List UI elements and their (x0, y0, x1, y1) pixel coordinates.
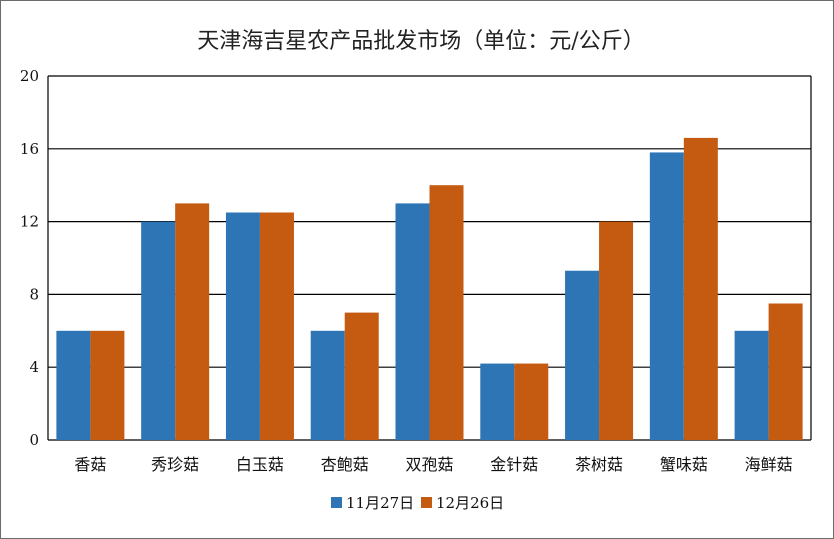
y-tick-label: 8 (29, 285, 39, 303)
y-tick-label: 12 (20, 213, 39, 231)
bar (225, 212, 260, 440)
bar (344, 312, 379, 440)
bar (90, 330, 125, 440)
bar (259, 212, 294, 440)
bar (649, 152, 684, 440)
bar (175, 203, 210, 440)
bar (768, 303, 803, 440)
axes: 0 4 8 12 16 20 香菇 秀珍菇 白玉菇 杏鲍菇 双孢菇 金针菇 茶树菇 蟹味菇 海鲜菇 (20, 67, 812, 474)
bar (395, 203, 430, 440)
x-tick-label: 金针菇 (490, 455, 538, 474)
legend: 11月27日 12月26日 (331, 494, 504, 512)
bars (56, 137, 803, 440)
bar (599, 221, 634, 440)
y-tick-label: 16 (20, 140, 39, 158)
x-tick-label: 双孢菇 (405, 455, 453, 474)
bar (734, 330, 769, 440)
legend-label: 12月26日 (436, 494, 504, 512)
x-tick-label: 秀珍菇 (151, 455, 199, 474)
x-tick-label: 茶树菇 (575, 455, 623, 474)
y-tick-label: 4 (29, 358, 39, 376)
x-tick-label: 香菇 (74, 455, 106, 474)
bar (56, 330, 91, 440)
chart-title: 天津海吉星农产品批发市场（单位：元/公斤） (197, 29, 644, 54)
x-tick-label: 杏鲍菇 (321, 455, 369, 474)
x-tick-label: 白玉菇 (236, 455, 284, 474)
legend-swatch (421, 497, 432, 508)
bar (429, 185, 464, 440)
x-tick-label: 蟹味菇 (660, 455, 708, 474)
bar (141, 221, 176, 440)
x-tick-label: 海鲜菇 (745, 455, 793, 474)
bar (310, 330, 345, 440)
bar (514, 363, 549, 440)
y-tick-label: 20 (20, 67, 39, 85)
bar (683, 137, 718, 440)
legend-label: 11月27日 (346, 494, 414, 512)
bar (480, 363, 515, 440)
y-tick-label: 0 (29, 431, 39, 449)
legend-swatch (331, 497, 342, 508)
bar (565, 270, 600, 440)
